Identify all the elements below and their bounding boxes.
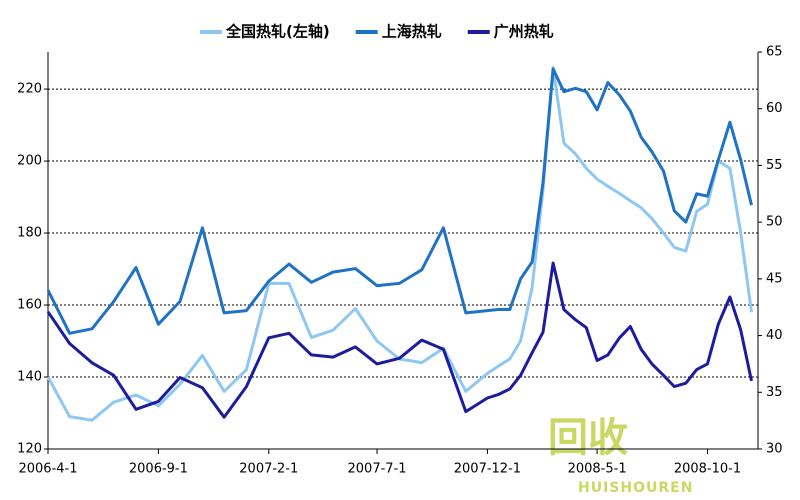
series-line [46, 67, 753, 335]
y-tick-label: 140 [17, 370, 42, 385]
series-line [46, 66, 753, 422]
legend-label: 上海热轧 [382, 23, 442, 41]
y2-tick-label: 60 [766, 101, 783, 116]
x-tick-label: 2008-10-1 [674, 462, 741, 477]
y2-tick-label: 45 [766, 271, 783, 286]
y-tick-label: 220 [17, 82, 42, 97]
y2-tick-label: 30 [766, 442, 783, 457]
y2-tick-label: 35 [766, 385, 783, 400]
y2-tick-label: 65 [766, 45, 783, 60]
y-tick-label: 160 [17, 298, 42, 313]
legend-label: 全国热轧(左轴) [225, 23, 330, 41]
x-tick-label: 2008-5-1 [568, 462, 627, 477]
y2-tick-label: 40 [766, 328, 783, 343]
y-tick-label: 180 [17, 226, 42, 241]
x-tick-label: 2006-4-1 [18, 462, 77, 477]
x-tick-label: 2007-12-1 [454, 462, 521, 477]
y2-tick-label: 50 [766, 215, 783, 230]
series-line [46, 261, 753, 419]
y2-tick-label: 55 [766, 158, 783, 173]
x-tick-label: 2006-9-1 [129, 462, 188, 477]
x-tick-label: 2007-7-1 [348, 462, 407, 477]
x-tick-label: 2007-2-1 [239, 462, 298, 477]
watermark-logo: 回收 [548, 415, 628, 461]
y-tick-label: 200 [17, 154, 42, 169]
legend-label: 广州热轧 [494, 23, 554, 41]
watermark-text: HUISHOUREN [578, 480, 693, 496]
y-tick-label: 120 [17, 442, 42, 457]
